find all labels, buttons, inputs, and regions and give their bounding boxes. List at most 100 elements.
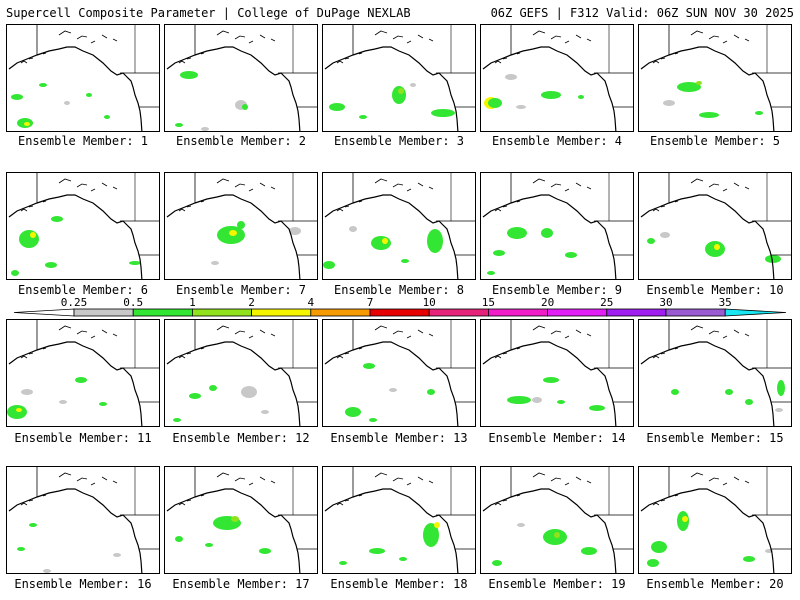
scp-contour-area [541, 91, 561, 99]
scp-contour-area [261, 410, 269, 414]
scp-contour-area [209, 385, 217, 391]
map-canvas [166, 25, 317, 131]
coastline [8, 46, 143, 131]
scp-contour-area [399, 557, 407, 561]
coastline [640, 46, 775, 131]
island-outline [336, 30, 434, 64]
scp-contour-area [427, 389, 435, 395]
ensemble-member-label: Ensemble Member: 16 [14, 577, 152, 591]
coastline [324, 46, 459, 131]
island-outline [494, 30, 592, 64]
ensemble-map-panel [480, 319, 634, 427]
scp-contour-area [699, 112, 719, 118]
coastline [482, 194, 617, 279]
scp-contour-area [663, 100, 675, 106]
ensemble-member-label: Ensemble Member: 7 [175, 283, 307, 297]
ensemble-map-panel [638, 24, 792, 132]
scp-contour-area [371, 236, 391, 250]
coastline [8, 194, 143, 279]
scp-contour-area [11, 270, 19, 276]
scp-contour-area [517, 523, 525, 527]
scp-contour-area [714, 244, 720, 250]
ensemble-member-label: Ensemble Member: 6 [17, 283, 149, 297]
colorbar-tick-label: 20 [540, 296, 555, 309]
map-canvas [640, 320, 791, 426]
scp-contour-area [211, 261, 219, 265]
colorbar-segment [251, 308, 312, 317]
colorbar [13, 308, 787, 317]
ensemble-map-panel [6, 24, 160, 132]
scp-contour-area [755, 111, 763, 115]
island-outline [494, 472, 592, 506]
ensemble-member-label: Ensemble Member: 12 [172, 431, 310, 445]
island-outline [178, 178, 276, 212]
scp-contour-area [493, 250, 505, 256]
map-canvas [8, 25, 159, 131]
ensemble-map-panel [164, 319, 318, 427]
scp-contour-area [329, 103, 345, 111]
scp-contour-area [578, 95, 584, 99]
colorbar-tick-label: 0.5 [123, 296, 144, 309]
colorbar-segment [428, 308, 489, 317]
scp-contour-area [173, 418, 181, 422]
scp-contour-area [99, 402, 107, 406]
colorbar-tick-label: 0.25 [60, 296, 88, 309]
scp-contour-area [30, 232, 36, 238]
map-canvas [482, 320, 633, 426]
scp-contour-area [647, 238, 655, 244]
map-canvas [324, 467, 475, 573]
island-outline [336, 472, 434, 506]
scp-contour-area [189, 393, 201, 399]
coastline [482, 46, 617, 131]
coastline [640, 194, 775, 279]
island-outline [494, 178, 592, 212]
island-outline [20, 325, 118, 359]
colorbar-tick-label: 30 [659, 296, 673, 309]
scp-contour-area [543, 377, 559, 383]
scp-contour-area [369, 548, 385, 554]
map-canvas [482, 25, 633, 131]
page-title: Supercell Composite Parameter | College … [6, 6, 411, 20]
scp-contour-area [180, 71, 198, 79]
scp-contour-area [516, 105, 526, 109]
scp-contour-area [21, 389, 33, 395]
ensemble-map-panel [638, 172, 792, 280]
island-outline [178, 325, 276, 359]
colorbar-segment [369, 308, 430, 317]
scp-contour-area [359, 115, 367, 119]
scp-contour-area [242, 104, 248, 110]
scp-contour-area [113, 553, 121, 557]
colorbar-segment [665, 308, 726, 317]
colorbar-tick-label: 2 [248, 296, 255, 309]
ensemble-member-label: Ensemble Member: 5 [649, 134, 781, 148]
ensemble-map-panel [6, 172, 160, 280]
coastline [8, 341, 143, 426]
colorbar-segment [547, 308, 608, 317]
scp-contour-area [363, 363, 375, 369]
scp-contour-area [541, 228, 553, 238]
island-outline [652, 178, 750, 212]
coastline [166, 46, 301, 131]
scp-contour-area [104, 115, 110, 119]
map-canvas [640, 173, 791, 279]
scp-contour-area [17, 547, 25, 551]
ensemble-member-label: Ensemble Member: 19 [488, 577, 626, 591]
scp-contour-area [323, 261, 335, 269]
scp-contour-area [241, 386, 257, 398]
scp-contour-area [671, 389, 679, 395]
ensemble-map-panel [164, 466, 318, 574]
scp-contour-area [29, 523, 37, 527]
scp-contour-area [349, 226, 357, 232]
map-canvas [324, 320, 475, 426]
map-canvas [324, 25, 475, 131]
ensemble-member-label: Ensemble Member: 17 [172, 577, 310, 591]
coastline [166, 194, 301, 279]
colorbar-segment [73, 308, 134, 317]
ensemble-map-panel [6, 466, 160, 574]
map-canvas [166, 320, 317, 426]
scp-contour-area [19, 230, 39, 248]
coastline [482, 341, 617, 426]
ensemble-map-panel [638, 319, 792, 427]
scp-contour-area [565, 252, 577, 258]
ensemble-map-panel [322, 24, 476, 132]
